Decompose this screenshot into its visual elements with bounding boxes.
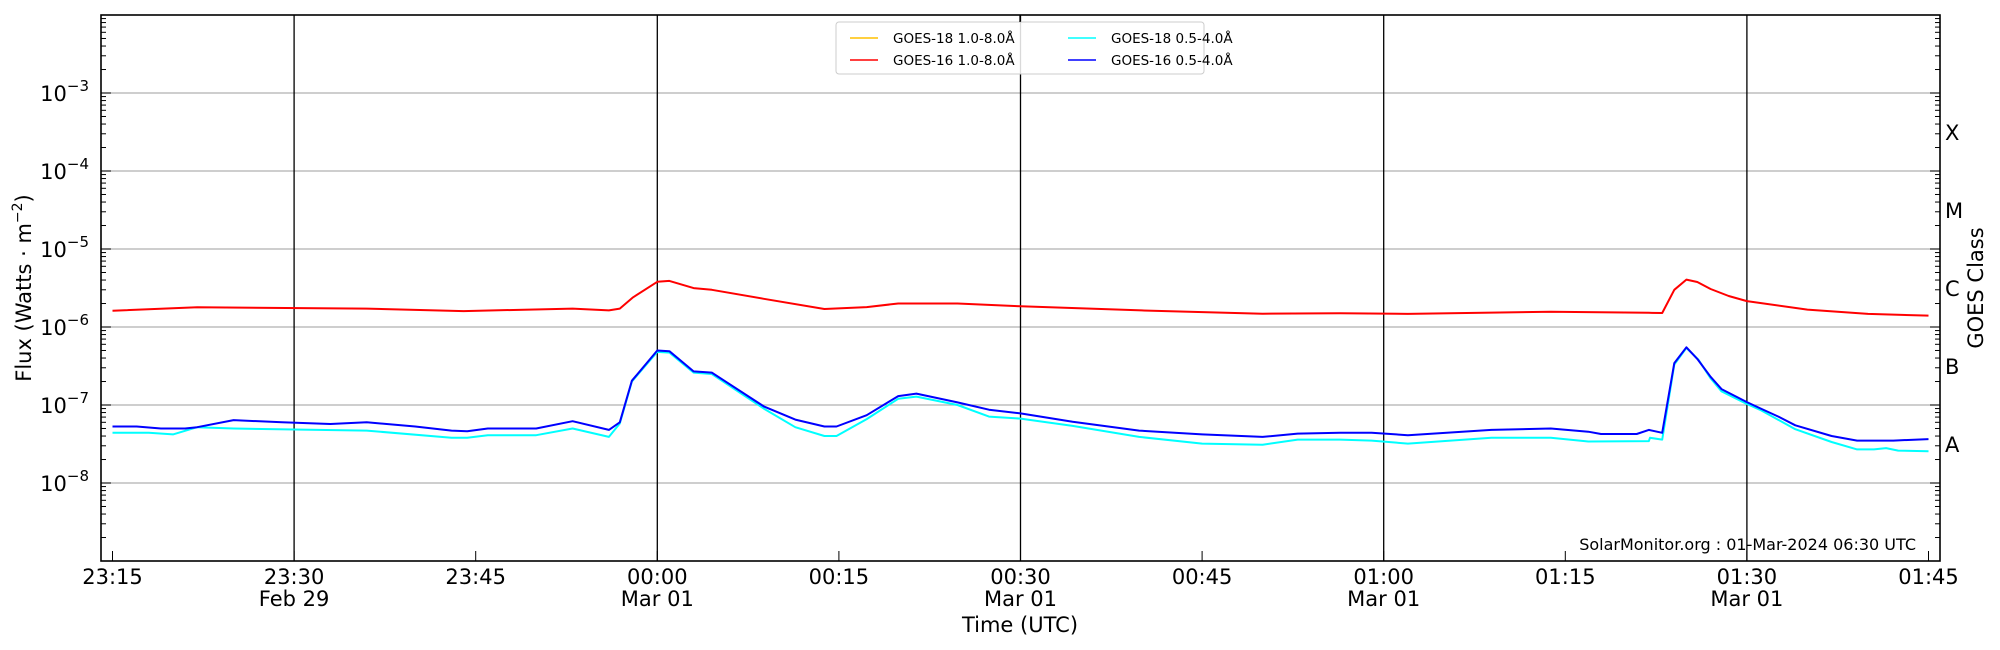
goes-class-labels: X M C B A bbox=[1945, 121, 1963, 457]
series-line-1 bbox=[112, 278, 1929, 317]
axis-ticks bbox=[101, 18, 1940, 562]
y-tick-label: 10−5 bbox=[40, 233, 89, 262]
goes-class-a: A bbox=[1945, 433, 1960, 457]
x-tick-date-label: Mar 01 bbox=[1710, 587, 1783, 611]
series-line-2 bbox=[112, 346, 1929, 453]
x-tick-label: 23:45 bbox=[445, 565, 506, 589]
goes-class-m: M bbox=[1945, 199, 1963, 223]
y-tick-label: 10−4 bbox=[40, 155, 89, 184]
x-tick-label: 00:15 bbox=[809, 565, 870, 589]
x-tick-label: 01:45 bbox=[1898, 565, 1959, 589]
x-tick-label: 00:30 bbox=[990, 565, 1051, 589]
x-tick-label: 01:15 bbox=[1535, 565, 1596, 589]
x-tick-date-label: Mar 01 bbox=[984, 587, 1057, 611]
goes-class-b: B bbox=[1945, 355, 1959, 379]
legend-label: GOES-18 1.0-8.0Å bbox=[893, 30, 1015, 47]
source-annotation: SolarMonitor.org : 01-Mar-2024 06:30 UTC bbox=[1579, 535, 1916, 554]
goes-class-x: X bbox=[1945, 121, 1959, 145]
x-tick-date-label: Mar 01 bbox=[621, 587, 694, 611]
x-tick-label: 23:30 bbox=[264, 565, 325, 589]
x-tick-label: 00:00 bbox=[627, 565, 688, 589]
x-tick-label: 01:00 bbox=[1353, 565, 1414, 589]
series-line-3 bbox=[112, 346, 1929, 442]
legend: GOES-18 1.0-8.0Å GOES-16 1.0-8.0Å GOES-18 … bbox=[835, 15, 1233, 75]
x-tick-date-label: Mar 01 bbox=[1347, 587, 1420, 611]
x-tick-label: 01:30 bbox=[1717, 565, 1778, 589]
goes-class-c: C bbox=[1945, 277, 1960, 301]
goes-class-axis-label: GOES Class bbox=[1964, 227, 1988, 348]
legend-label: GOES-18 0.5-4.0Å bbox=[1111, 30, 1233, 47]
y-tick-label: 10−6 bbox=[40, 311, 89, 340]
x-tick-label: 23:15 bbox=[82, 565, 143, 589]
x-tick-date-label: Feb 29 bbox=[259, 587, 330, 611]
y-axis-label: Flux (Watts · m−2) bbox=[10, 194, 36, 382]
x-axis-label: Time (UTC) bbox=[961, 613, 1078, 637]
y-tick-labels: 10−3 10−4 10−5 10−6 10−7 10−8 bbox=[40, 77, 89, 496]
y-tick-label: 10−7 bbox=[40, 389, 89, 418]
series-lines bbox=[112, 278, 1929, 453]
legend-label: GOES-16 0.5-4.0Å bbox=[1111, 52, 1233, 69]
legend-label: GOES-16 1.0-8.0Å bbox=[893, 52, 1015, 69]
day-lines bbox=[293, 15, 1748, 561]
y-tick-label: 10−8 bbox=[40, 467, 89, 496]
y-tick-label: 10−3 bbox=[40, 77, 89, 106]
x-tick-label: 00:45 bbox=[1172, 565, 1233, 589]
